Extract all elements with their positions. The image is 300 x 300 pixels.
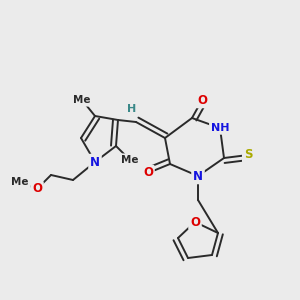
Text: Me: Me	[11, 177, 29, 187]
Text: Me: Me	[121, 155, 139, 165]
Text: Me: Me	[73, 95, 91, 105]
Text: NH: NH	[211, 123, 229, 133]
Text: O: O	[32, 182, 42, 196]
Text: O: O	[197, 94, 207, 106]
Text: N: N	[90, 155, 100, 169]
Text: N: N	[193, 169, 203, 182]
Text: H: H	[128, 104, 136, 114]
Text: O: O	[190, 215, 200, 229]
Text: S: S	[244, 148, 252, 161]
Text: O: O	[143, 167, 153, 179]
